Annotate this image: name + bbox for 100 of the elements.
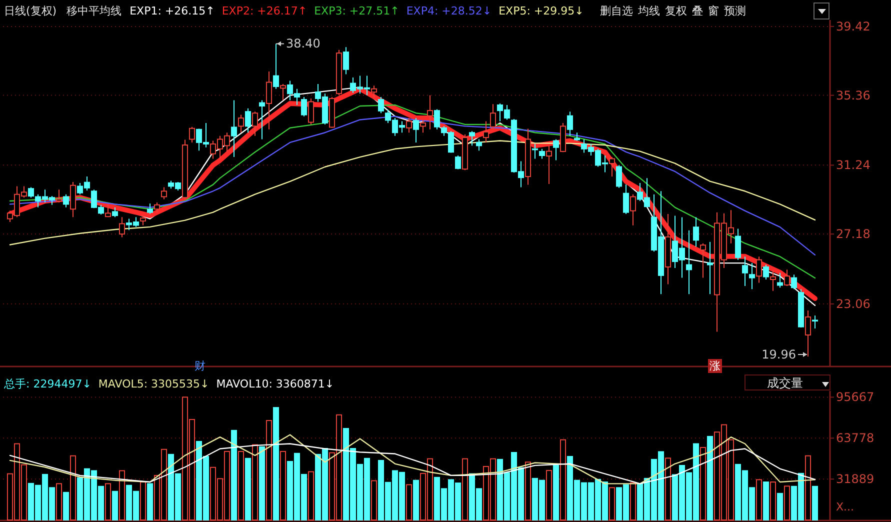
bar bbox=[692, 443, 700, 520]
bar bbox=[90, 470, 98, 520]
bar bbox=[700, 446, 706, 520]
bar bbox=[140, 482, 146, 520]
bar bbox=[258, 446, 266, 520]
bar bbox=[216, 478, 224, 520]
bar bbox=[616, 487, 622, 520]
bar bbox=[602, 482, 608, 520]
bar bbox=[56, 483, 62, 520]
bar bbox=[84, 468, 90, 520]
bar bbox=[734, 464, 742, 520]
bar bbox=[146, 483, 154, 520]
bar bbox=[76, 477, 84, 520]
annotation: 19.96 bbox=[762, 348, 796, 362]
text: X... bbox=[836, 500, 854, 514]
bar bbox=[538, 480, 546, 520]
text: 复权 bbox=[665, 4, 687, 18]
chart-subtitle: 移中平均线 bbox=[66, 4, 122, 18]
bar bbox=[28, 482, 34, 520]
y-tick-label: 39.42 bbox=[836, 19, 870, 34]
annotation: 财 bbox=[194, 360, 206, 372]
bar bbox=[286, 460, 294, 520]
bar bbox=[272, 407, 280, 520]
text: 成交量 bbox=[767, 376, 803, 390]
bar bbox=[336, 414, 342, 520]
bar bbox=[132, 490, 140, 520]
bar bbox=[104, 483, 112, 520]
bar bbox=[62, 492, 70, 520]
bar bbox=[812, 486, 818, 520]
bar bbox=[714, 432, 720, 520]
bar bbox=[518, 467, 524, 520]
bar bbox=[630, 482, 636, 520]
bar bbox=[342, 428, 350, 520]
bar bbox=[790, 486, 798, 520]
bar bbox=[798, 472, 804, 520]
bar bbox=[48, 487, 56, 520]
text: 删自选 bbox=[600, 4, 633, 18]
bar bbox=[406, 484, 412, 520]
bar bbox=[720, 424, 728, 520]
bar bbox=[20, 464, 28, 520]
y-tick-label: 95667 bbox=[836, 390, 874, 404]
bar bbox=[496, 458, 504, 520]
bar bbox=[440, 488, 448, 520]
bar bbox=[482, 466, 490, 520]
annotation: 38.40 bbox=[286, 36, 320, 51]
bar bbox=[154, 474, 160, 520]
bar bbox=[532, 478, 538, 520]
bar bbox=[384, 482, 392, 520]
bar bbox=[196, 440, 202, 520]
bar bbox=[328, 452, 336, 520]
bar bbox=[188, 418, 196, 520]
bar bbox=[426, 458, 434, 520]
bar bbox=[202, 456, 210, 520]
bar bbox=[42, 474, 48, 520]
bar bbox=[672, 474, 678, 520]
bar bbox=[448, 479, 454, 520]
bar bbox=[762, 482, 770, 520]
bar bbox=[118, 470, 126, 520]
bar bbox=[14, 443, 20, 520]
bar bbox=[490, 458, 496, 520]
bar bbox=[314, 454, 322, 520]
bar bbox=[70, 455, 76, 520]
bar bbox=[266, 420, 272, 520]
bar bbox=[308, 471, 314, 520]
bar bbox=[462, 458, 468, 520]
text: MAVOL10: 3360871↓ bbox=[216, 378, 334, 390]
bar bbox=[588, 482, 594, 520]
text: 窗 bbox=[708, 4, 719, 18]
text: EXP3: +27.51↑ bbox=[314, 4, 400, 18]
bar bbox=[594, 478, 602, 520]
bar bbox=[244, 458, 252, 520]
bar bbox=[356, 464, 364, 520]
bar bbox=[280, 450, 286, 520]
bar bbox=[412, 480, 420, 520]
bar bbox=[6, 473, 14, 520]
y-tick-label: 23.06 bbox=[836, 296, 870, 311]
bar bbox=[804, 455, 812, 520]
bar bbox=[252, 444, 258, 520]
text: EXP2: +26.17↑ bbox=[222, 4, 308, 18]
bar bbox=[420, 472, 426, 520]
y-tick-label: 35.36 bbox=[836, 88, 870, 102]
bar bbox=[378, 460, 384, 520]
bar bbox=[728, 439, 734, 520]
y-tick-label: 27.18 bbox=[836, 227, 870, 242]
bar bbox=[224, 450, 230, 520]
bar bbox=[664, 458, 672, 520]
bar bbox=[574, 480, 580, 520]
chart-title: 日线(复权) bbox=[4, 4, 57, 18]
bar bbox=[622, 484, 630, 520]
bar bbox=[160, 448, 168, 520]
bar bbox=[686, 472, 692, 520]
bar bbox=[210, 466, 216, 520]
bar bbox=[398, 472, 406, 520]
bar bbox=[238, 450, 244, 520]
bar bbox=[560, 439, 566, 520]
bar bbox=[300, 474, 308, 520]
bar bbox=[168, 454, 174, 520]
bar bbox=[174, 473, 182, 520]
bar bbox=[468, 473, 476, 520]
annotation: 涨 bbox=[710, 360, 720, 372]
